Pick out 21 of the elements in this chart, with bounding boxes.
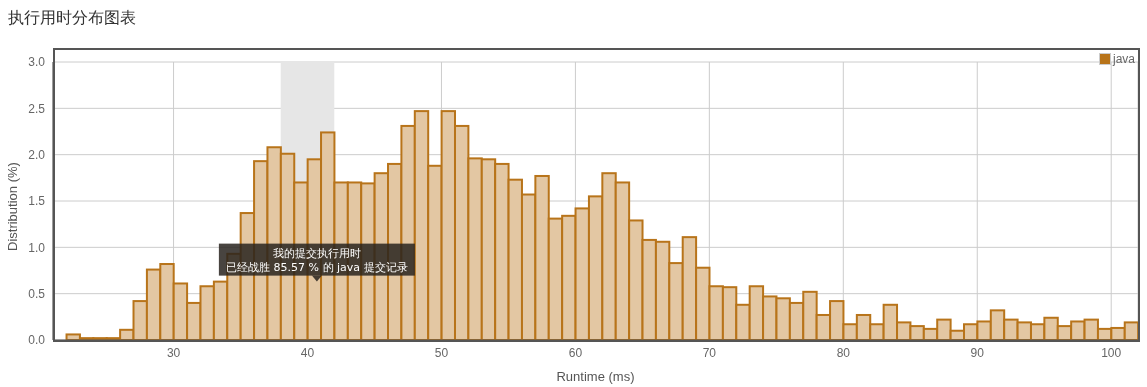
x-tick-label: 70 [702,345,717,360]
text: java [1112,52,1135,66]
chart-title: 执行用时分布图表 [8,8,137,28]
y-tick-label: 0.5 [28,286,46,301]
x-tick-label: 40 [300,345,315,360]
annotation: 已经战胜 85.57 % 的 java 提交记录 [226,260,408,274]
x-tick-label: 30 [166,345,181,360]
x-tick-label: 90 [970,345,985,360]
y-tick-label: 2.0 [28,147,46,162]
y-tick-label: 2.5 [28,101,46,116]
x-tick-label: 60 [568,345,583,360]
x-axis-title: Runtime (ms) [556,369,635,384]
y-tick-label: 1.5 [28,194,46,209]
x-tick-label: 100 [1101,345,1122,360]
y-tick-label: 0.0 [28,333,46,348]
x-tick-label: 80 [836,345,851,360]
x-tick-label: 50 [434,345,449,360]
y-tick-label: 1.0 [28,240,46,255]
y-axis-title: Distribution (%) [4,162,20,251]
annotation: 我的提交执行用时 [272,246,361,260]
y-tick-label: 3.0 [28,55,46,70]
